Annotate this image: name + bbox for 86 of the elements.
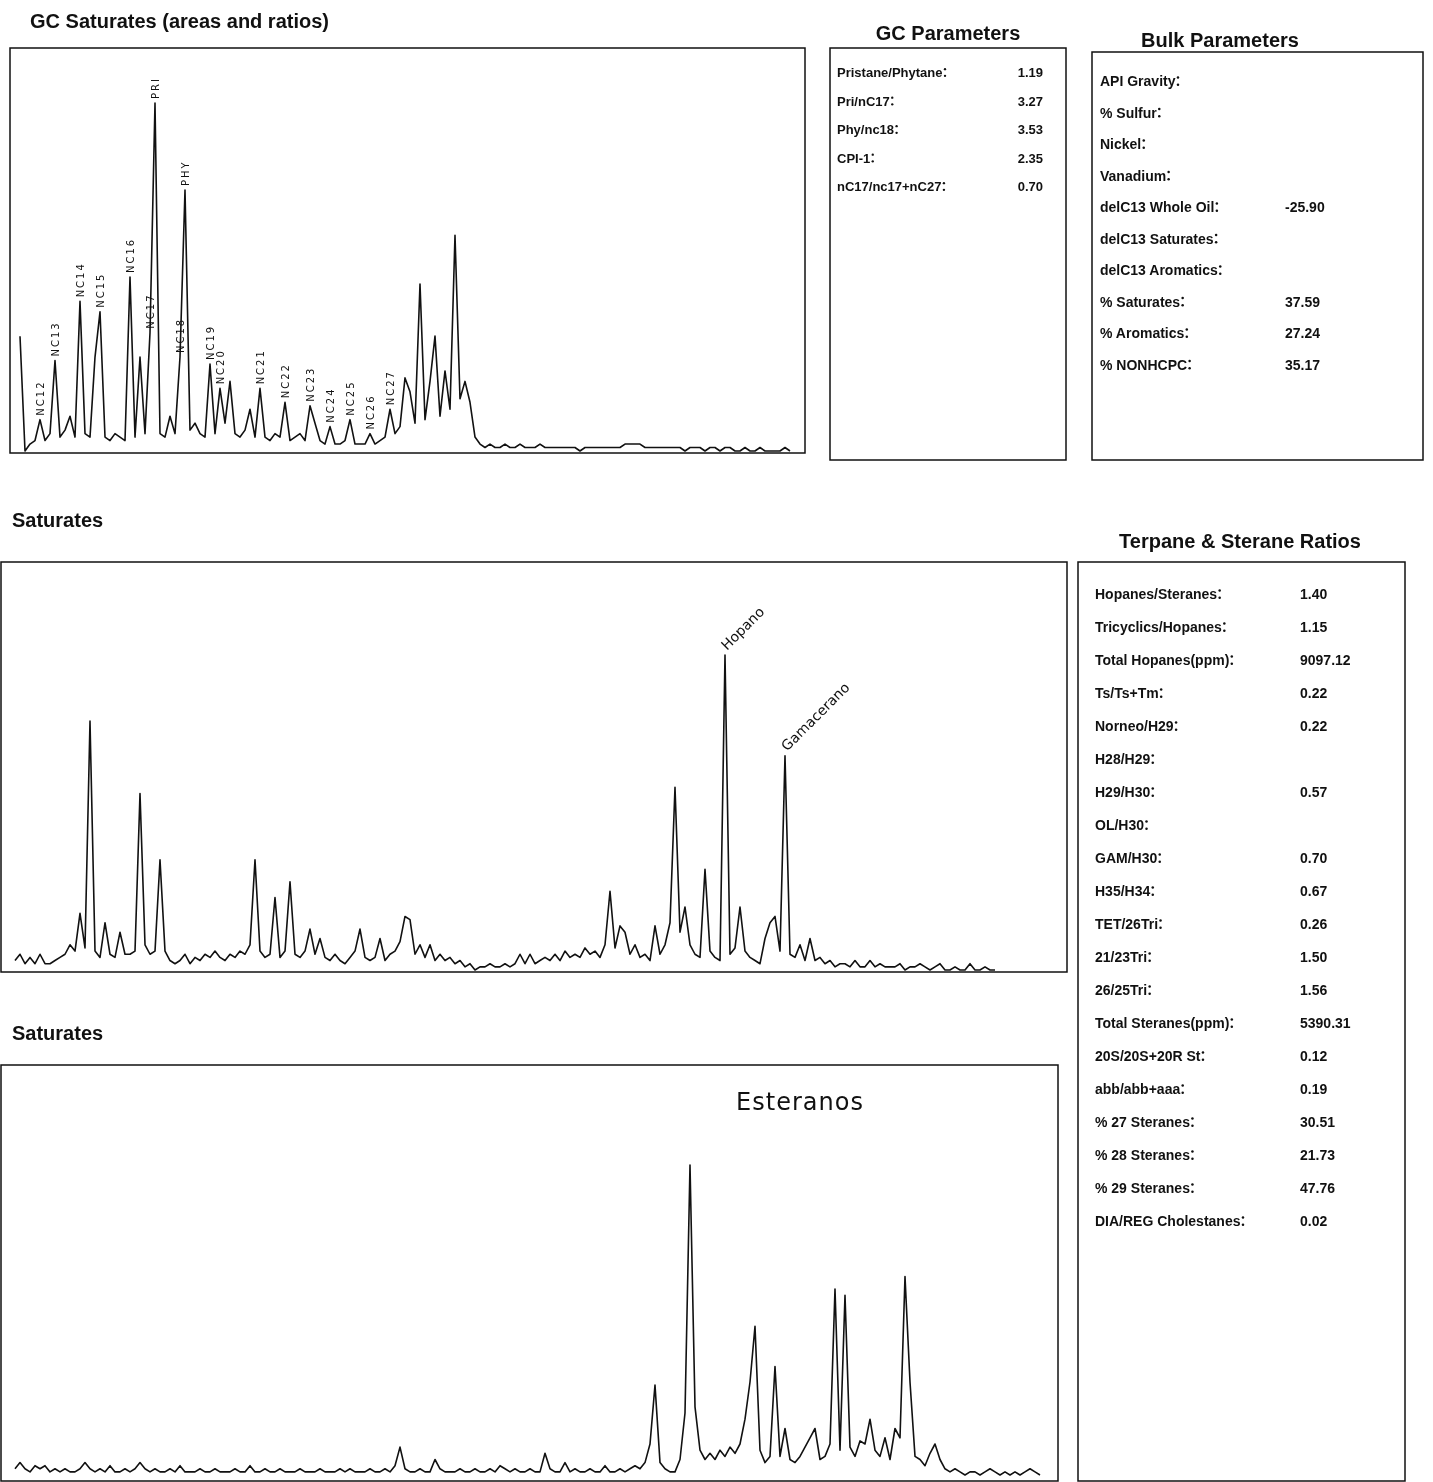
category-label: abb/abb+aaa (1095, 1081, 1181, 1097)
text: PRI (150, 77, 161, 99)
annotation: NC13 (50, 321, 61, 357)
text: 1.40 (1300, 586, 1328, 602)
category-label: nC17/nc17+nC27 (837, 179, 942, 194)
text: 0.22 (1300, 685, 1328, 701)
category-label: % 27 Steranes (1095, 1114, 1191, 1130)
annotation: NC12 (35, 380, 46, 416)
category-label: CPI-1 (837, 150, 871, 166)
category-label: delC13 Aromatics (1100, 262, 1218, 278)
text: 30.51 (1300, 1114, 1336, 1130)
text: 2.35 (1017, 150, 1043, 166)
annotation: NC14 (75, 262, 86, 298)
category-label: 26/25Tri (1095, 982, 1148, 998)
text: 5390.31 (1300, 1015, 1351, 1031)
text: 1.19 (1017, 65, 1043, 80)
text: 0.19 (1300, 1081, 1328, 1097)
category-label: % 28 Steranes (1095, 1147, 1191, 1163)
category-label: Vanadium (1100, 167, 1167, 184)
annotation: NC27 (385, 370, 396, 406)
category-label: delC13 Saturates (1100, 230, 1214, 247)
category-label: Ts/Ts+Tm (1095, 685, 1159, 701)
annotation: NC19 (205, 324, 216, 360)
category-label: H29/H30 (1095, 784, 1151, 800)
category-label: OL/H30 (1095, 817, 1145, 833)
text: 3.27 (1017, 93, 1043, 109)
text: 9097.12 (1300, 652, 1351, 668)
category-label: API Gravity (1100, 73, 1176, 89)
chart-title: Saturates (12, 1022, 104, 1044)
text: 37.59 (1285, 293, 1321, 310)
category-label: H28/H29 (1095, 751, 1151, 767)
text: -25.90 (1285, 199, 1325, 215)
annotation: NC21 (255, 349, 266, 385)
category-label: Total Steranes(ppm) (1095, 1015, 1230, 1031)
text: Terpane & Sterane Ratios (1119, 530, 1361, 552)
annotation: NC18 (175, 317, 186, 354)
category-label: DIA/REG Cholestanes (1095, 1213, 1241, 1229)
category-label: H35/H34 (1095, 883, 1151, 899)
category-label: Phy/nc18 (837, 122, 895, 137)
text: 0.22 (1300, 718, 1328, 734)
category-label: TET/26Tri (1095, 916, 1159, 932)
text: 0.57 (1300, 784, 1328, 800)
category-label: % 29 Steranes (1095, 1180, 1191, 1196)
annotation: NC22 (280, 363, 291, 399)
category-label: 20S/20S+20R St (1095, 1048, 1201, 1064)
category-label: Nickel (1100, 136, 1142, 152)
text: 47.76 (1300, 1180, 1336, 1196)
text: 0.67 (1300, 883, 1328, 899)
text: 21.73 (1300, 1147, 1336, 1163)
category-label: Norneo/H29 (1095, 718, 1174, 734)
category-label: % NONHCPC (1100, 356, 1188, 373)
text: 0.02 (1300, 1213, 1328, 1229)
text: 1.15 (1300, 619, 1328, 635)
annotation: NC25 (345, 380, 356, 416)
annotation: PHY (180, 160, 191, 186)
text: 1.50 (1300, 949, 1328, 965)
category-label: delC13 Whole Oil (1100, 199, 1215, 215)
category-label: % Aromatics (1100, 325, 1185, 341)
category-label: Tricyclics/Hopanes (1095, 619, 1223, 635)
chart-title: Saturates (12, 509, 104, 531)
category-label: Total Hopanes(ppm) (1095, 652, 1230, 668)
annotation: NC24 (325, 387, 336, 423)
annotation: NC16 (125, 237, 136, 273)
text: 0.12 (1300, 1048, 1328, 1064)
category-label: Hopanes/Steranes (1095, 586, 1218, 602)
text: GC Parameters (875, 22, 1021, 44)
category-label: % Sulfur (1100, 104, 1158, 121)
category-label: 21/23Tri (1095, 949, 1148, 965)
text: Esteranos (736, 1088, 864, 1116)
chart-title: GC Saturates (areas and ratios) (30, 10, 329, 32)
text: 0.70 (1017, 179, 1043, 194)
text: 35.17 (1285, 356, 1321, 373)
text: 27.24 (1285, 325, 1321, 341)
annotation: NC26 (365, 394, 376, 430)
text: 0.70 (1300, 850, 1328, 866)
text: 0.26 (1300, 916, 1328, 932)
annotation: NC23 (305, 366, 316, 402)
annotation: NC20 (215, 349, 226, 385)
text: Bulk Parameters (1141, 29, 1299, 51)
text: 3.53 (1017, 122, 1043, 137)
category-label: Pristane/Phytane (837, 65, 943, 80)
annotation: NC15 (95, 272, 106, 308)
category-label: % Saturates (1100, 293, 1181, 310)
text: 1.56 (1300, 982, 1328, 998)
category-label: GAM/H30 (1095, 850, 1158, 866)
category-label: Pri/nC17 (837, 93, 890, 109)
